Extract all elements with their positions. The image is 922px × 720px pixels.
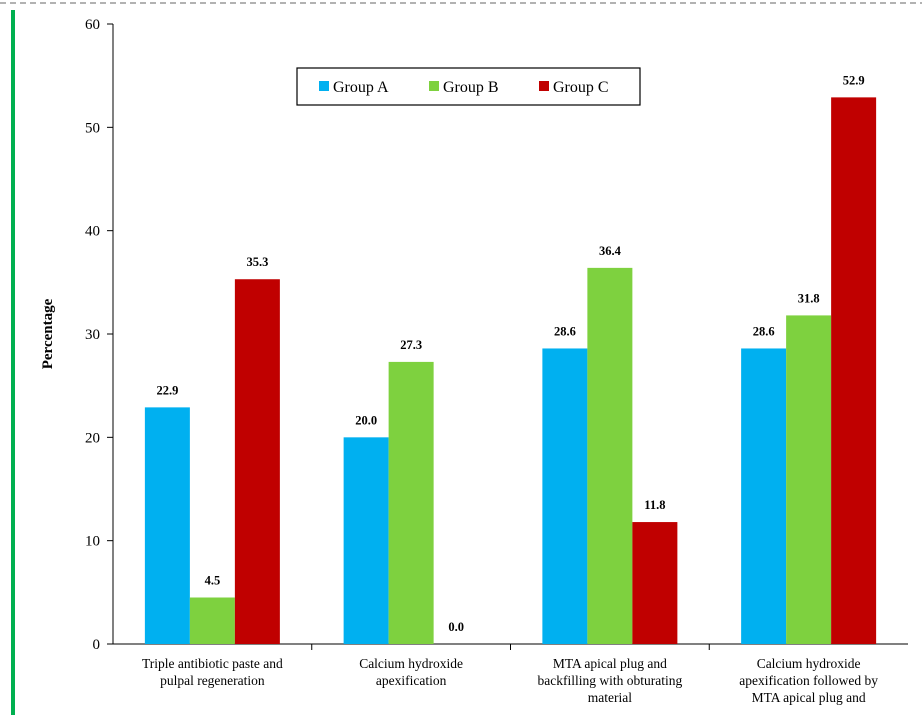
bar-group-b: [786, 315, 832, 644]
x-category-label-line: MTA apical plug and: [553, 656, 667, 671]
bar-group-c: [831, 97, 877, 644]
legend-box: [296, 67, 641, 106]
y-tick-label: 0: [93, 637, 101, 653]
data-label: 0.0: [448, 620, 464, 634]
data-label: 11.8: [644, 498, 665, 512]
x-category-label-line: backfilling with obturating: [538, 673, 683, 688]
x-category-label-line: apexification: [376, 673, 447, 688]
bar-group-b: [587, 267, 633, 644]
bar-group-a: [542, 348, 588, 644]
y-axis-title: Percentage: [40, 298, 56, 369]
legend-swatch: [429, 81, 439, 91]
x-category-label-line: Calcium hydroxide: [359, 656, 463, 671]
bar-group-b: [189, 597, 235, 644]
data-label: 27.3: [400, 338, 422, 352]
x-category-label-line: pulpal regeneration: [160, 673, 265, 688]
data-label: 22.9: [156, 383, 178, 397]
y-tick-label: 60: [85, 17, 100, 33]
x-category-label-line: material: [588, 690, 632, 705]
data-label: 28.6: [753, 324, 775, 338]
y-tick-label: 50: [85, 120, 100, 136]
y-tick-label: 30: [85, 327, 100, 343]
bar-group-a: [741, 348, 787, 644]
data-label: 36.4: [599, 244, 622, 258]
data-label: 4.5: [205, 574, 221, 588]
x-category-label: Calcium hydroxide apexification: [359, 656, 463, 688]
x-category-label: Calcium hydroxide apexification followed …: [739, 656, 878, 705]
bar-group-c: [234, 279, 280, 644]
x-category-label: MTA apical plug and backfilling with obtu…: [538, 656, 683, 705]
x-category-label-line: MTA apical plug and: [752, 690, 866, 705]
legend-label: Group A: [333, 79, 389, 96]
data-label: 20.0: [355, 413, 377, 427]
data-label: 28.6: [554, 324, 576, 338]
y-tick-label: 10: [85, 534, 100, 550]
bar-group-a: [343, 437, 389, 644]
x-category-label-line: Calcium hydroxide: [757, 656, 861, 671]
legend-swatch: [319, 81, 329, 91]
x-category-label-line: Triple antibiotic paste and: [142, 656, 283, 671]
x-category-label: Triple antibiotic paste and pulpal regene…: [142, 656, 283, 688]
y-tick-label: 20: [85, 430, 100, 446]
legend-label: Group C: [553, 79, 609, 96]
data-label: 31.8: [798, 291, 820, 305]
bar-group-c: [632, 522, 678, 644]
legend-label: Group B: [443, 79, 499, 96]
y-tick-label: 40: [85, 224, 100, 240]
x-category-label-line: apexification followed by: [739, 673, 878, 688]
data-label: 35.3: [246, 255, 268, 269]
data-label: 52.9: [843, 73, 865, 87]
bar-group-a: [144, 407, 190, 644]
legend-swatch: [539, 81, 549, 91]
bar-group-b: [388, 361, 434, 644]
